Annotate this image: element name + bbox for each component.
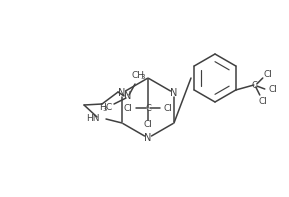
Text: Cl: Cl xyxy=(124,103,132,112)
Text: Cl: Cl xyxy=(268,85,277,94)
Text: N: N xyxy=(118,88,126,98)
Text: HN: HN xyxy=(86,113,100,123)
Text: Cl: Cl xyxy=(144,120,152,128)
Text: CH: CH xyxy=(131,71,144,80)
Text: C: C xyxy=(106,102,112,112)
Text: C: C xyxy=(145,103,151,112)
Text: Cl: Cl xyxy=(263,70,272,78)
Text: Cl: Cl xyxy=(164,103,173,112)
Text: 3: 3 xyxy=(141,74,145,80)
Text: Cl: Cl xyxy=(258,97,267,106)
Text: N: N xyxy=(144,133,152,143)
Text: N: N xyxy=(170,88,178,98)
Text: H: H xyxy=(99,102,105,112)
Text: C: C xyxy=(252,81,258,89)
Text: N: N xyxy=(124,91,132,101)
Text: 3: 3 xyxy=(103,106,107,112)
